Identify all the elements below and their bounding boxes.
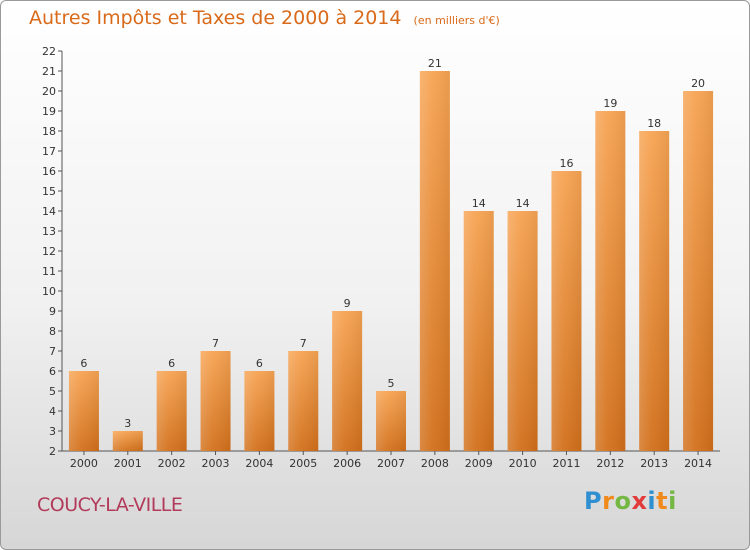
y-tick-label: 7: [49, 345, 56, 358]
bar-shine: [683, 91, 714, 451]
bar-value-label: 14: [472, 197, 486, 210]
x-tick-label: 2000: [70, 457, 98, 470]
bar-shine: [112, 431, 143, 451]
logo-letter: i: [647, 487, 657, 515]
bar-shine: [551, 171, 582, 451]
x-tick-label: 2013: [640, 457, 668, 470]
bar-shine: [288, 351, 319, 451]
x-tick-label: 2009: [465, 457, 493, 470]
y-tick-label: 2: [49, 445, 56, 458]
bar-shine: [595, 111, 626, 451]
y-tick-label: 10: [42, 285, 56, 298]
logo-letter: r: [602, 487, 615, 515]
y-tick-label: 4: [49, 405, 56, 418]
bar-value-label: 19: [603, 97, 617, 110]
bars: 6 3 6 7 6 7 9 5 21 14 14 16 19 18 20: [68, 57, 714, 451]
bar-value-label: 18: [647, 117, 661, 130]
x-tick-label: 2011: [552, 457, 580, 470]
bar-shine: [156, 371, 187, 451]
x-tick-label: 2003: [202, 457, 230, 470]
x-tick-label: 2001: [114, 457, 142, 470]
logo-letter: P: [584, 487, 603, 515]
bar-value-label: 21: [428, 57, 442, 70]
bar-shine: [200, 351, 231, 451]
bar-shine: [419, 71, 450, 451]
y-tick-label: 12: [42, 245, 56, 258]
chart-subtitle: (en milliers d'€): [413, 14, 500, 27]
chart-title: Autres Impôts et Taxes de 2000 à 2014 (e…: [29, 7, 500, 29]
logo-letter: x: [631, 487, 648, 515]
y-tick-label: 15: [42, 185, 56, 198]
y-tick-label: 20: [42, 85, 56, 98]
title-text: Autres Impôts et Taxes de 2000 à 2014: [29, 7, 402, 29]
y-tick-label: 18: [42, 125, 56, 138]
bar-value-label: 6: [168, 357, 175, 370]
y-tick-label: 5: [49, 385, 56, 398]
y-tick-label: 16: [42, 165, 56, 178]
bar-value-label: 14: [516, 197, 530, 210]
bar-value-label: 7: [300, 337, 307, 350]
bar-value-label: 6: [80, 357, 87, 370]
x-tick-label: 2004: [245, 457, 273, 470]
y-tick-label: 21: [42, 65, 56, 78]
y-tick-label: 9: [49, 305, 56, 318]
bar-value-label: 5: [388, 377, 395, 390]
bar-value-label: 7: [212, 337, 219, 350]
y-tick-label: 13: [42, 225, 56, 238]
bar-shine: [507, 211, 538, 451]
bar-shine: [463, 211, 494, 451]
x-tick-label: 2014: [684, 457, 712, 470]
y-tick-label: 17: [42, 145, 56, 158]
x-tick-label: 2010: [509, 457, 537, 470]
y-tick-label: 6: [49, 365, 56, 378]
bar-value-label: 3: [124, 417, 131, 430]
bar-value-label: 9: [344, 297, 351, 310]
bar-shine: [244, 371, 275, 451]
x-tick-label: 2008: [421, 457, 449, 470]
x-tick-label: 2002: [158, 457, 186, 470]
y-tick-label: 8: [49, 325, 56, 338]
bar-value-label: 16: [559, 157, 573, 170]
axes: 2 3 4 5 6 7 8 9 10 11 12 13 14 15 16 17 18 19 20 21 22 2000 20…: [42, 45, 720, 470]
y-tick-label: 14: [42, 205, 56, 218]
city-name: COUCY-LA-VILLE: [37, 494, 183, 516]
logo-letter: t: [656, 487, 669, 515]
bar-shine: [639, 131, 670, 451]
x-tick-label: 2012: [596, 457, 624, 470]
y-tick-label: 19: [42, 105, 56, 118]
bar-shine: [68, 371, 99, 451]
bar-shine: [332, 311, 363, 451]
bar-shine: [376, 391, 406, 451]
bar-value-label: 6: [256, 357, 263, 370]
y-tick-label: 3: [49, 425, 56, 438]
logo-letter: o: [614, 487, 632, 515]
proxiti-logo: Proxiti: [584, 487, 677, 515]
y-tick-label: 11: [42, 265, 56, 278]
x-tick-label: 2005: [289, 457, 317, 470]
x-tick-label: 2006: [333, 457, 361, 470]
logo-letter: i: [668, 487, 677, 515]
y-tick-label: 22: [42, 45, 56, 58]
x-tick-label: 2007: [377, 457, 405, 470]
bar-value-label: 20: [691, 77, 705, 90]
